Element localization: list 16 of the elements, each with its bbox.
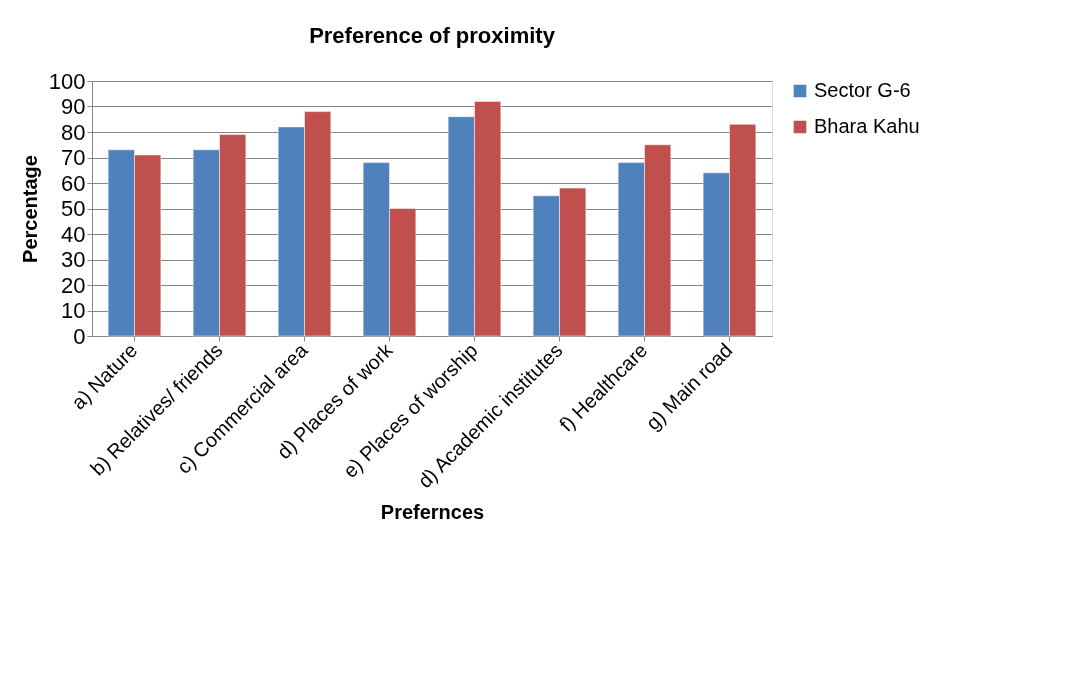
y-tick-label: 70 <box>61 145 86 170</box>
y-tick-label: 0 <box>73 323 86 349</box>
y-tick-label: 40 <box>61 221 86 247</box>
x-axis-title: Prefernces <box>380 500 485 523</box>
legend-label: Sector G-6 <box>814 79 911 101</box>
chart-title: Preference of proximity <box>309 23 556 48</box>
y-tick-label: 50 <box>61 196 86 221</box>
y-tick-label: 10 <box>61 298 86 323</box>
y-tick-label: 100 <box>48 68 86 94</box>
y-tick-label: 60 <box>61 170 86 196</box>
y-tick-label: 80 <box>61 119 86 145</box>
y-tick-label: 20 <box>61 272 86 298</box>
y-tick-label: 30 <box>61 247 86 272</box>
y-tick-label: 90 <box>61 94 86 119</box>
y-axis-title: Percentage <box>18 155 41 263</box>
legend-label: Bhara Kahu <box>814 115 920 137</box>
